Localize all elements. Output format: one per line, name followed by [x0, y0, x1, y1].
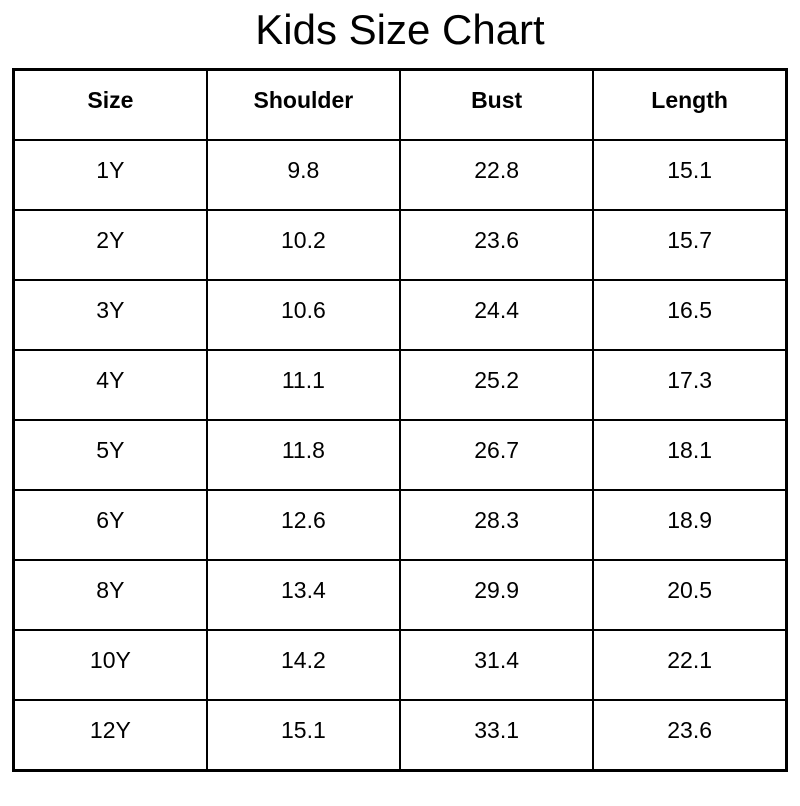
length-cell: 18.9 [592, 489, 788, 561]
length-cell: 16.5 [592, 279, 788, 351]
table-row: 8Y 13.4 29.9 20.5 [12, 559, 788, 631]
shoulder-cell: 13.4 [205, 559, 402, 631]
shoulder-cell: 10.6 [205, 279, 402, 351]
bust-cell: 33.1 [398, 699, 595, 772]
bust-cell: 29.9 [398, 559, 595, 631]
size-cell: 8Y [12, 559, 208, 631]
size-cell: 12Y [12, 699, 208, 772]
length-cell: 17.3 [592, 349, 788, 421]
column-header-size: Size [12, 68, 208, 141]
bust-cell: 25.2 [398, 349, 595, 421]
table-row: 5Y 11.8 26.7 18.1 [12, 419, 788, 491]
shoulder-cell: 9.8 [205, 139, 402, 211]
bust-cell: 24.4 [398, 279, 595, 351]
column-header-length: Length [592, 68, 788, 141]
bust-cell: 31.4 [398, 629, 595, 701]
table-row: 6Y 12.6 28.3 18.9 [12, 489, 788, 561]
bust-cell: 23.6 [398, 209, 595, 281]
size-cell: 6Y [12, 489, 208, 561]
page-title: Kids Size Chart [255, 6, 545, 53]
table-body: 1Y 9.8 22.8 15.1 2Y 10.2 23.6 15.7 3Y 10… [12, 139, 788, 772]
bust-cell: 22.8 [398, 139, 595, 211]
length-cell: 23.6 [592, 699, 788, 772]
length-cell: 18.1 [592, 419, 788, 491]
size-cell: 10Y [12, 629, 208, 701]
table-row: 12Y 15.1 33.1 23.6 [12, 699, 788, 772]
size-cell: 3Y [12, 279, 208, 351]
shoulder-cell: 15.1 [205, 699, 402, 772]
length-cell: 15.7 [592, 209, 788, 281]
size-cell: 1Y [12, 139, 208, 211]
column-header-shoulder: Shoulder [205, 68, 402, 141]
kids-size-chart-table: Size Shoulder Bust Length 1Y 9.8 22.8 15… [12, 68, 788, 772]
bust-cell: 26.7 [398, 419, 595, 491]
bust-cell: 28.3 [398, 489, 595, 561]
length-cell: 20.5 [592, 559, 788, 631]
shoulder-cell: 10.2 [205, 209, 402, 281]
size-cell: 2Y [12, 209, 208, 281]
table-row: 3Y 10.6 24.4 16.5 [12, 279, 788, 351]
shoulder-cell: 14.2 [205, 629, 402, 701]
size-cell: 4Y [12, 349, 208, 421]
table-header: Size Shoulder Bust Length [12, 68, 788, 141]
length-cell: 15.1 [592, 139, 788, 211]
shoulder-cell: 11.8 [205, 419, 402, 491]
header-row: Size Shoulder Bust Length [12, 68, 788, 141]
shoulder-cell: 11.1 [205, 349, 402, 421]
length-cell: 22.1 [592, 629, 788, 701]
size-cell: 5Y [12, 419, 208, 491]
table-row: 2Y 10.2 23.6 15.7 [12, 209, 788, 281]
table-row: 1Y 9.8 22.8 15.1 [12, 139, 788, 211]
table-row: 4Y 11.1 25.2 17.3 [12, 349, 788, 421]
column-header-bust: Bust [398, 68, 595, 141]
table-row: 10Y 14.2 31.4 22.1 [12, 629, 788, 701]
shoulder-cell: 12.6 [205, 489, 402, 561]
